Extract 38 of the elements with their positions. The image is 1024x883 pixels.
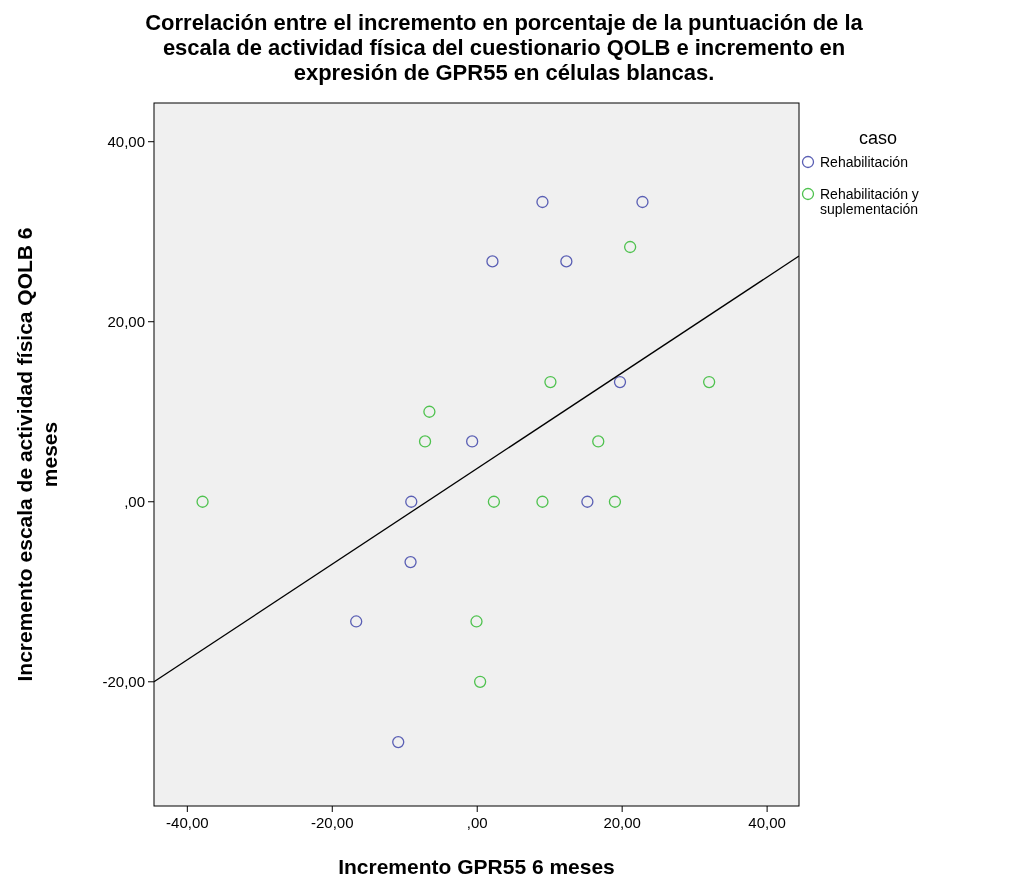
point	[423, 405, 436, 418]
point	[702, 375, 716, 389]
y-tick-label: 20,00	[107, 312, 145, 330]
point	[608, 495, 622, 508]
point	[466, 435, 479, 448]
legend-label: Rehabilitación	[820, 154, 908, 170]
point	[623, 240, 637, 254]
y-tick-label: ,00	[124, 492, 145, 510]
point	[486, 255, 499, 268]
x-tick-label: 40,00	[748, 814, 786, 831]
point	[418, 435, 432, 448]
x-axis-title: Incremento GPR55 6 meses	[338, 855, 615, 878]
point	[350, 615, 363, 628]
x-tick-label: -20,00	[311, 814, 354, 831]
point	[592, 435, 605, 448]
point	[473, 675, 487, 688]
point	[636, 195, 649, 209]
x-tick-label: ,00	[466, 814, 488, 831]
x-tick-label: 20,00	[603, 814, 641, 831]
point	[392, 735, 405, 749]
point	[581, 495, 594, 508]
y-tick-label: 40,00	[107, 132, 145, 150]
y-axis-title: Incremento escala de actividad física QOLB 6 meses	[13, 227, 61, 682]
point	[405, 495, 418, 508]
chart-title: Correlación entre el incremento en porcentaje de la puntuación de la escala de actividad física del cuestionario QOLB e incremento en expresión de GPR55 en células blancas.	[145, 10, 864, 85]
legend-title: caso	[858, 128, 898, 148]
point	[613, 375, 627, 389]
point	[404, 555, 417, 569]
x-tick-label: -40,00	[166, 814, 209, 831]
point	[544, 375, 557, 389]
point	[560, 255, 573, 268]
point	[536, 495, 549, 508]
legend-label: Rehabilitación y suplementación	[820, 186, 919, 217]
point	[196, 495, 209, 508]
point	[536, 195, 549, 209]
point	[487, 495, 501, 508]
y-tick-label: -20,00	[102, 672, 145, 690]
point	[470, 615, 483, 628]
